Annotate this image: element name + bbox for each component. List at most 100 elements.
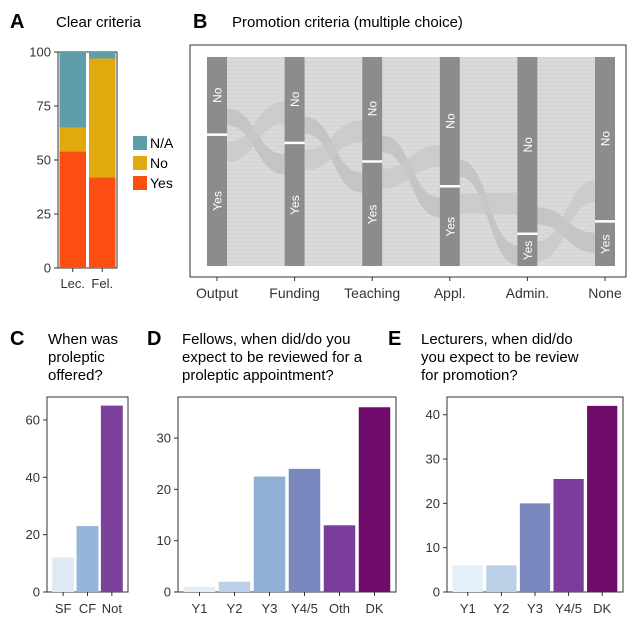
panel-b-stratum-none-no xyxy=(595,57,615,221)
panel-d-letter: D xyxy=(147,328,161,350)
panel-d-ytick-label-10: 10 xyxy=(157,533,171,548)
panel-d-bar-dk xyxy=(358,407,391,592)
panel-b-axis-label-none: None xyxy=(588,285,622,301)
panel-c-ytick-label-20: 20 xyxy=(26,527,40,542)
panel-a-bar-fel-n-a xyxy=(88,52,116,59)
panel-b-stratum-appl-yes xyxy=(439,187,460,266)
panel-d-title-2: expect to be reviewed for a xyxy=(182,349,363,366)
panel-e-title-3: for promotion? xyxy=(421,367,518,384)
panel-d-xtick-label-dk: DK xyxy=(365,601,383,616)
panel-b-flow-ribbon-yes-no-1 xyxy=(304,120,363,171)
panel-d-xtick-label-y3: Y3 xyxy=(262,601,278,616)
panel-a-ytick-label-0: 0 xyxy=(44,261,51,276)
panel-b-letter: B xyxy=(193,11,207,33)
panel-e-ytick-label-0: 0 xyxy=(433,585,440,600)
panel-b-title: Promotion criteria (multiple choice) xyxy=(232,14,463,31)
panel-a-legend-label-yes: Yes xyxy=(150,175,173,191)
panel-b-stratum-label-appl-yes: Yes xyxy=(443,217,457,237)
panel-a-bar-fel-no xyxy=(88,58,116,178)
panel-b-stratum-funding-no xyxy=(284,57,305,142)
panel-b-stratum-label-appl-no: No xyxy=(443,113,457,129)
panel-b-stratum-none-yes xyxy=(595,222,615,266)
panel-c-ytick-label-40: 40 xyxy=(26,470,40,485)
panel-d-xtick-label-y4-5: Y4/5 xyxy=(291,601,318,616)
panel-e-ytick-label-40: 40 xyxy=(426,407,440,422)
panel-e-bar-y3 xyxy=(519,503,551,592)
panel-d-ytick-label-30: 30 xyxy=(157,431,171,446)
panel-b-axis-label-funding: Funding xyxy=(269,285,320,301)
panel-b-stratum-admin-yes xyxy=(517,235,538,266)
panel-a-ytick-label-100: 100 xyxy=(29,45,51,60)
panel-c-title-2: proleptic xyxy=(48,349,105,366)
panel-b-stratum-funding-yes xyxy=(284,144,305,266)
chart-c: 0 20 40 60 SF CF Not xyxy=(26,396,129,616)
panel-b-stratum-label-none-yes: Yes xyxy=(599,235,613,255)
panel-d-bar-oth xyxy=(323,525,356,592)
panel-c-ytick-label-60: 60 xyxy=(26,412,40,427)
panel-b-stratum-label-teaching-no: No xyxy=(366,101,380,117)
panel-e-xtick-label-y2: Y2 xyxy=(493,601,509,616)
panel-a-xtick-label-fel: Fel. xyxy=(91,276,113,291)
panel-a-title: Clear criteria xyxy=(56,14,142,31)
panel-b-stratum-teaching-no xyxy=(362,57,383,161)
panel-d-title-3: proleptic appointment? xyxy=(182,367,334,384)
panel-c-xtick-label-not: Not xyxy=(102,601,123,616)
panel-c-title-3: offered? xyxy=(48,367,103,384)
panel-c-ytick-label-0: 0 xyxy=(33,585,40,600)
panel-b-stratum-teaching-yes xyxy=(362,162,383,266)
panel-e-title-1: Lecturers, when did/do xyxy=(421,331,573,348)
panel-c-bar-cf xyxy=(76,526,99,592)
panel-a-legend-key-yes xyxy=(133,176,147,190)
panel-a-bar-fel-yes xyxy=(88,177,116,268)
panel-b-stratum-label-funding-no: No xyxy=(288,91,302,107)
panel-d-frame xyxy=(177,396,397,593)
panel-b-axis-label-admin: Admin. xyxy=(506,285,550,301)
chart-a: 0 25 50 75 100 Lec. Fel. N/A No Yes xyxy=(29,45,174,292)
panel-d-ytick-label-0: 0 xyxy=(164,585,171,600)
panel-b-flow-band-3 xyxy=(459,57,518,266)
panel-b-axis-label-teaching: Teaching xyxy=(344,285,400,301)
panel-e-letter: E xyxy=(388,328,401,350)
panel-d-title-1: Fellows, when did/do you xyxy=(182,331,350,348)
panel-c-xtick-label-sf: SF xyxy=(55,601,72,616)
panel-b-flow-ribbon-yes-no-3 xyxy=(459,192,518,215)
panel-d-bar-y1 xyxy=(183,586,216,592)
chart-b: No Yes Output No Yes Funding No Yes Teaching No Ye… xyxy=(189,44,627,301)
panel-a-bar-lec-yes xyxy=(59,151,87,268)
panel-b-stratum-label-admin-no: No xyxy=(521,137,535,153)
panel-a-legend-key-no xyxy=(133,156,147,170)
panel-e-bar-y4-5 xyxy=(553,478,584,592)
panel-c-title-1: When was xyxy=(48,331,118,348)
panel-b-flow-ribbon-yes-no-0 xyxy=(227,101,285,162)
panel-e-bar-y2 xyxy=(486,565,517,592)
panel-c-bar-sf xyxy=(52,557,75,592)
panel-e-ytick-label-10: 10 xyxy=(426,540,440,555)
panel-a-legend-label-no: No xyxy=(150,155,168,171)
panel-d-xtick-label-y2: Y2 xyxy=(227,601,243,616)
panel-e-ytick-label-20: 20 xyxy=(426,496,440,511)
chart-e: 0 10 20 30 40 Y1 Y2 Y3 Y4/5 DK xyxy=(426,396,624,616)
panel-a-bar-lec-no xyxy=(59,127,87,152)
panel-b-flow-ribbon-yes-no-2 xyxy=(382,145,440,189)
panel-e-xtick-label-y3: Y3 xyxy=(527,601,543,616)
panel-d-bar-y4-5 xyxy=(288,468,321,592)
panel-e-ytick-label-30: 30 xyxy=(426,452,440,467)
panel-e-title-2: you expect to be review xyxy=(421,349,579,366)
panel-e-bar-y1 xyxy=(452,565,483,592)
panel-b-flow-ribbon-yes-no-4 xyxy=(537,180,595,262)
panel-e-bar-dk xyxy=(587,405,618,592)
panel-b-stratum-label-teaching-yes: Yes xyxy=(366,205,380,225)
panel-b-stratum-output-yes xyxy=(207,135,227,266)
panel-b-frame xyxy=(189,44,627,278)
panel-b-stratum-admin-no xyxy=(517,57,538,233)
panel-c-xtick-label-cf: CF xyxy=(79,601,96,616)
panel-b-stratum-output-no xyxy=(207,57,227,134)
panel-c-bar-not xyxy=(100,405,123,592)
panel-b-stratum-label-output-no: No xyxy=(211,87,225,103)
panel-a-legend-label-n-a: N/A xyxy=(150,135,174,151)
panel-a-legend-key-n-a xyxy=(133,136,147,150)
panel-d-ytick-label-20: 20 xyxy=(157,482,171,497)
panel-e-xtick-label-y1: Y1 xyxy=(460,601,476,616)
panel-a-ytick-label-25: 25 xyxy=(37,207,51,222)
panel-b-stratum-appl-no xyxy=(439,57,460,186)
